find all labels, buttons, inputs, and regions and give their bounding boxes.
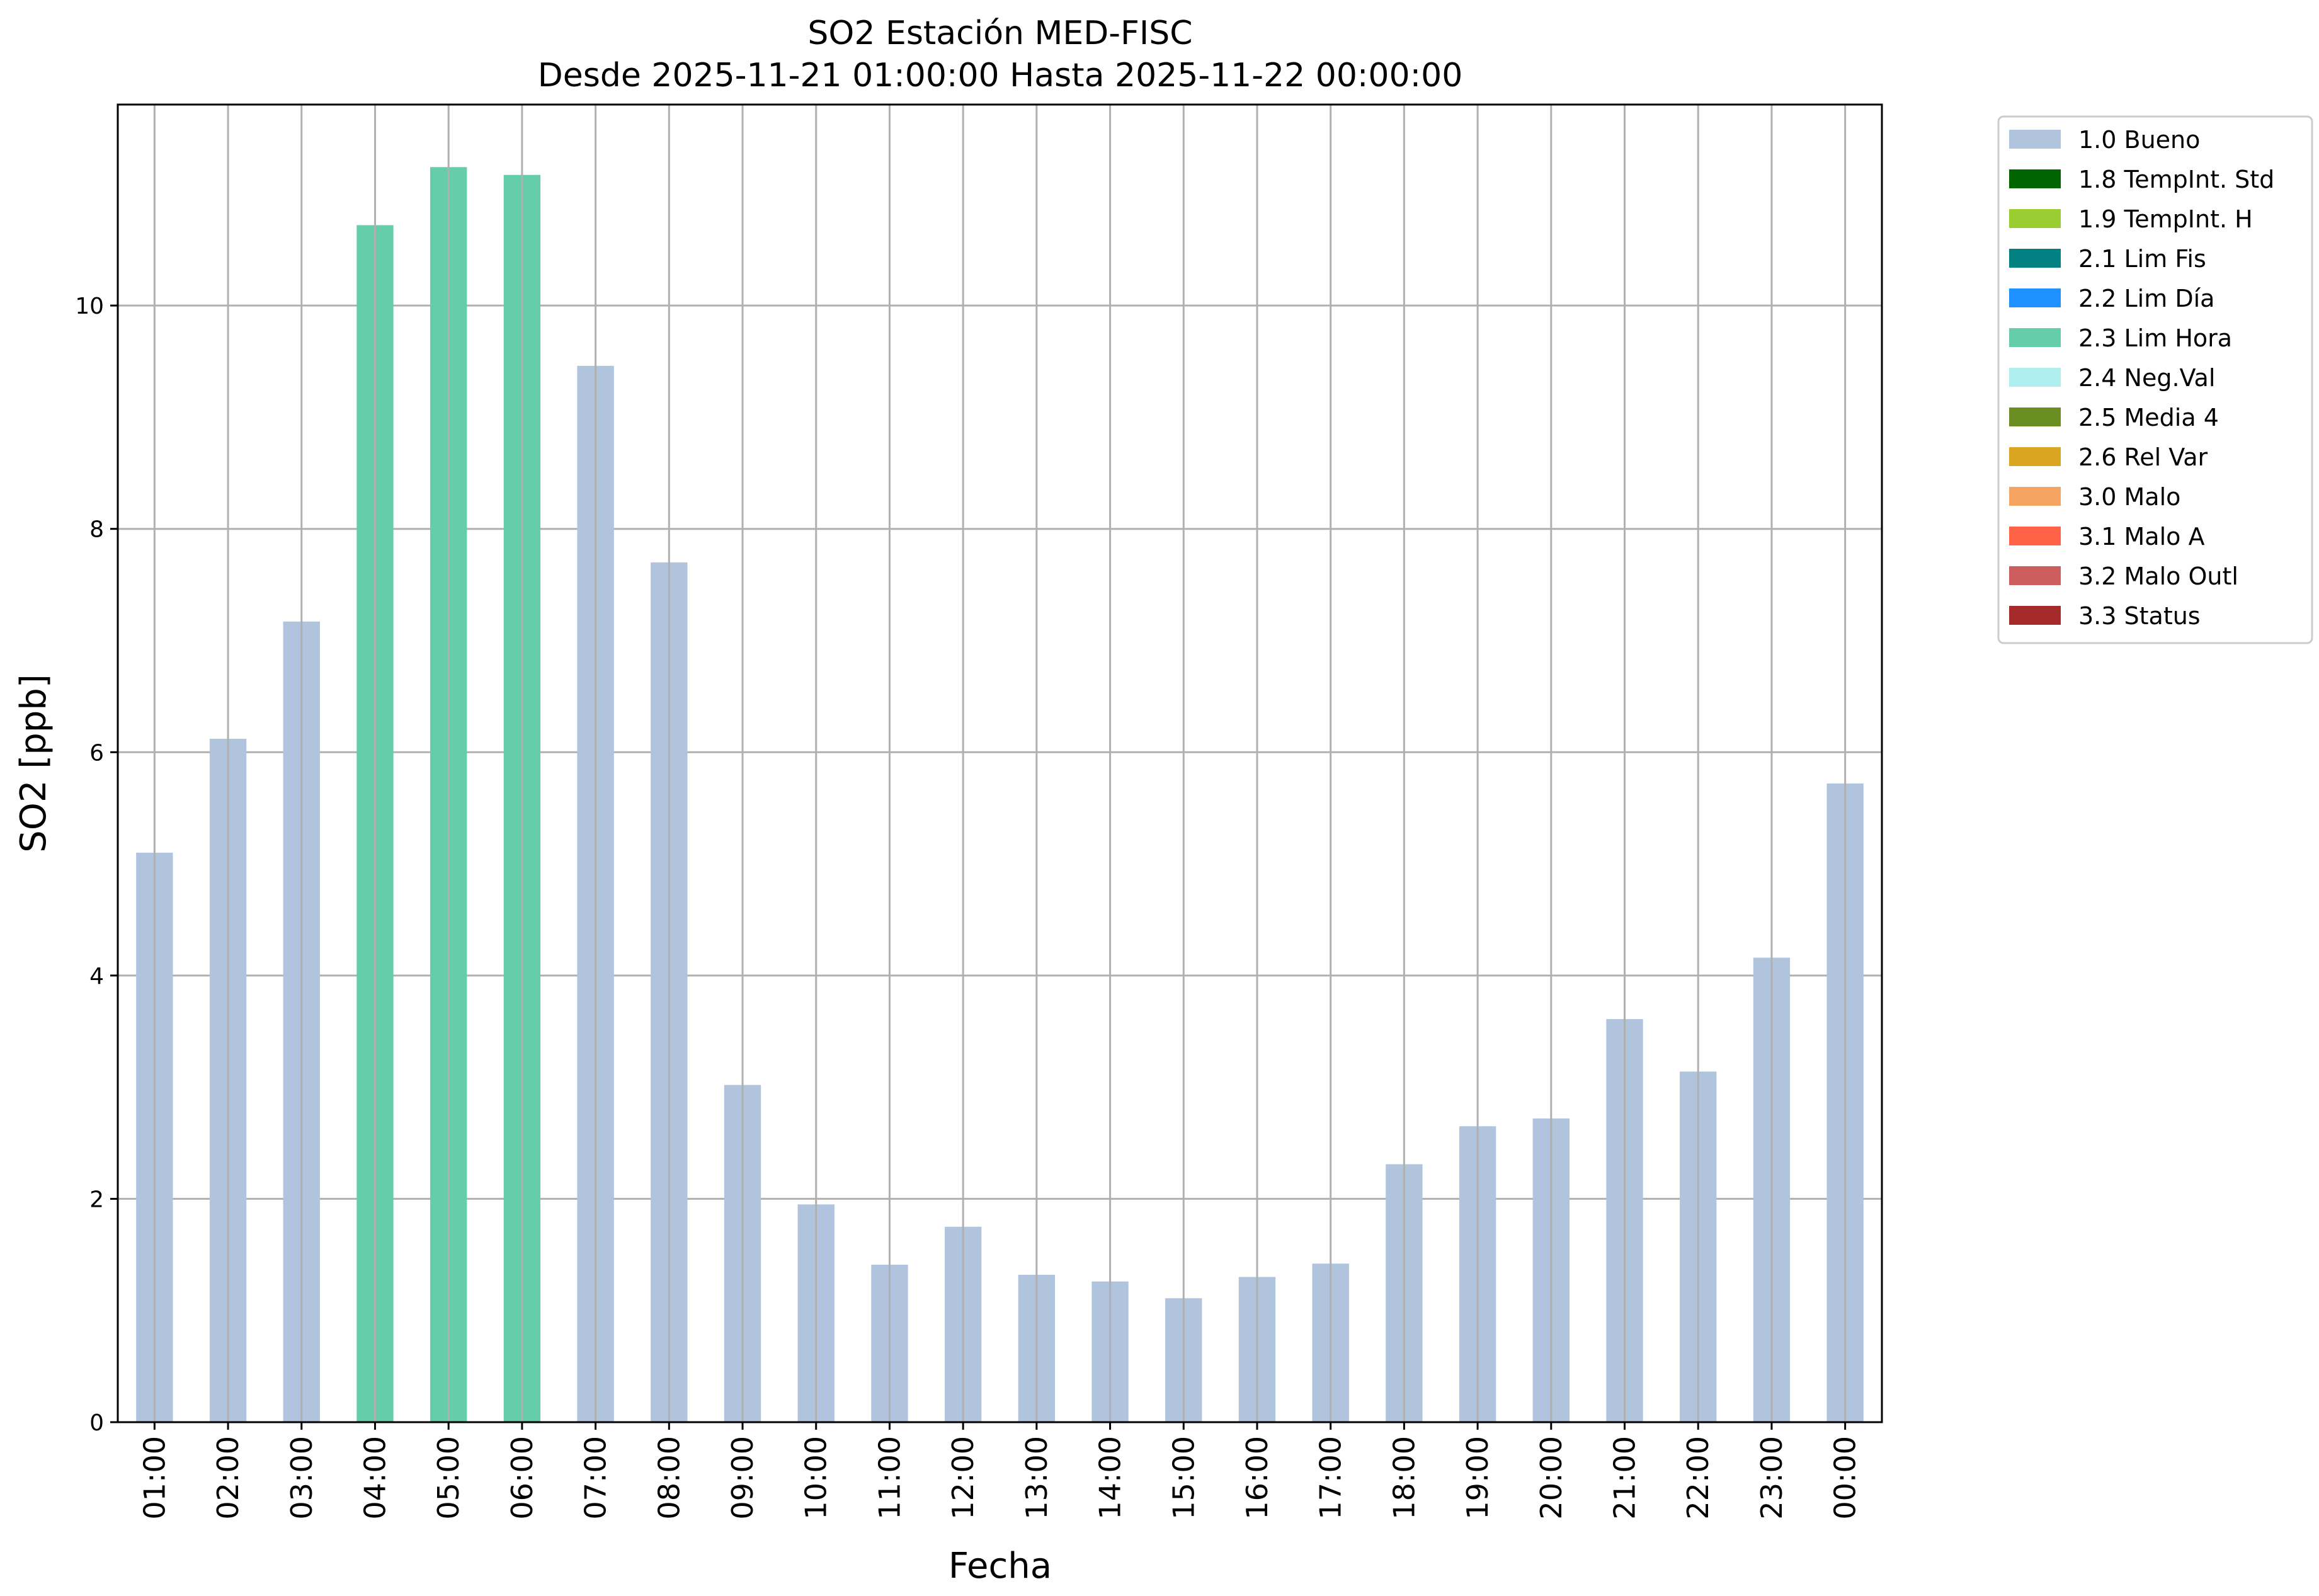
- y-tick-label: 0: [89, 1410, 104, 1436]
- legend-swatch: [2009, 368, 2061, 387]
- x-tick-label: 03:00: [285, 1436, 319, 1520]
- legend-swatch: [2009, 606, 2061, 625]
- legend-swatch: [2009, 169, 2061, 188]
- y-tick-label: 4: [89, 964, 104, 989]
- x-tick-label: 22:00: [1681, 1436, 1715, 1520]
- y-tick-label: 6: [89, 740, 104, 766]
- legend-swatch: [2009, 328, 2061, 347]
- legend-swatch: [2009, 288, 2061, 307]
- x-tick-label: 16:00: [1240, 1436, 1274, 1520]
- x-tick-label: 15:00: [1166, 1436, 1200, 1520]
- legend-label: 2.5 Media 4: [2078, 404, 2219, 431]
- x-tick-label: 02:00: [211, 1436, 245, 1520]
- legend-swatch: [2009, 209, 2061, 228]
- x-tick-label: 00:00: [1828, 1436, 1862, 1520]
- legend: 1.0 Bueno 1.8 TempInt. Std 1.9 TempInt. H 2…: [1997, 115, 2313, 644]
- legend-swatch: [2009, 130, 2061, 149]
- plot-frame: [117, 103, 1883, 1423]
- y-tick-label: 8: [89, 517, 104, 543]
- legend-swatch: [2009, 527, 2061, 545]
- x-tick-label: 13:00: [1020, 1436, 1054, 1520]
- legend-label: 3.3 Status: [2078, 602, 2201, 630]
- legend-label: 1.9 TempInt. H: [2078, 205, 2253, 233]
- legend-box: [1997, 115, 2313, 644]
- legend-swatch: [2009, 487, 2061, 506]
- legend-entries: 1.0 Bueno 1.8 TempInt. Std 1.9 TempInt. H 2…: [2009, 126, 2274, 630]
- legend-label: 2.2 Lim Día: [2078, 285, 2214, 312]
- legend-label: 3.1 Malo A: [2078, 523, 2204, 550]
- legend-label: 2.1 Lim Fis: [2078, 245, 2206, 273]
- x-tick-label: 12:00: [946, 1436, 980, 1520]
- y-axis-ticks: 0 2 4 6 8 10: [75, 294, 118, 1436]
- legend-swatch: [2009, 408, 2061, 426]
- x-tick-label: 01:00: [137, 1436, 171, 1520]
- legend-label: 2.3 Lim Hora: [2078, 324, 2232, 352]
- x-tick-label: 10:00: [799, 1436, 833, 1520]
- x-axis-title: Fecha: [949, 1546, 1052, 1587]
- chart-subtitle: Desde 2025-11-21 01:00:00 Hasta 2025-11-…: [538, 57, 1463, 94]
- x-axis-ticks: 01:00 02:00 03:00 04:00 05:00 06:00 07:00 08:00…: [137, 1422, 1862, 1520]
- x-tick-label: 17:00: [1314, 1436, 1348, 1520]
- legend-label: 3.0 Malo: [2078, 483, 2180, 511]
- chart-title: SO2 Estación MED-FISC: [807, 14, 1192, 52]
- legend-label: 2.4 Neg.Val: [2078, 364, 2215, 392]
- y-tick-label: 10: [75, 294, 104, 319]
- legend-label: 2.6 Rel Var: [2078, 443, 2208, 471]
- legend-swatch: [2009, 566, 2061, 585]
- x-tick-label: 08:00: [652, 1436, 686, 1520]
- legend-label: 1.8 TempInt. Std: [2078, 166, 2274, 193]
- y-tick-label: 2: [89, 1187, 104, 1212]
- legend-swatch: [2009, 249, 2061, 268]
- x-tick-label: 07:00: [579, 1436, 613, 1520]
- legend-swatch: [2009, 447, 2061, 466]
- x-tick-label: 19:00: [1461, 1436, 1495, 1520]
- x-tick-label: 20:00: [1534, 1436, 1568, 1520]
- bars: [136, 105, 1864, 1423]
- legend-label: 1.0 Bueno: [2078, 126, 2200, 154]
- x-tick-label: 06:00: [505, 1436, 539, 1520]
- x-tick-label: 21:00: [1608, 1436, 1642, 1520]
- x-tick-label: 14:00: [1093, 1436, 1127, 1520]
- x-tick-label: 04:00: [358, 1436, 392, 1520]
- x-tick-label: 18:00: [1387, 1436, 1421, 1520]
- x-tick-label: 09:00: [726, 1436, 760, 1520]
- x-tick-label: 11:00: [872, 1436, 906, 1520]
- y-axis-title: SO2 [ppb]: [13, 674, 54, 852]
- x-tick-label: 23:00: [1755, 1436, 1789, 1520]
- x-tick-label: 05:00: [431, 1436, 465, 1520]
- legend-label: 3.2 Malo Outl: [2078, 562, 2238, 590]
